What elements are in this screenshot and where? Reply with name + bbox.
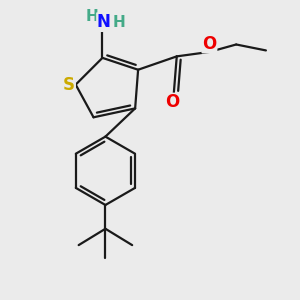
Text: O: O <box>202 34 217 52</box>
Text: H: H <box>112 15 125 30</box>
Text: H: H <box>86 9 98 24</box>
Text: N: N <box>97 13 111 31</box>
Text: S: S <box>63 76 75 94</box>
Text: O: O <box>165 93 179 111</box>
